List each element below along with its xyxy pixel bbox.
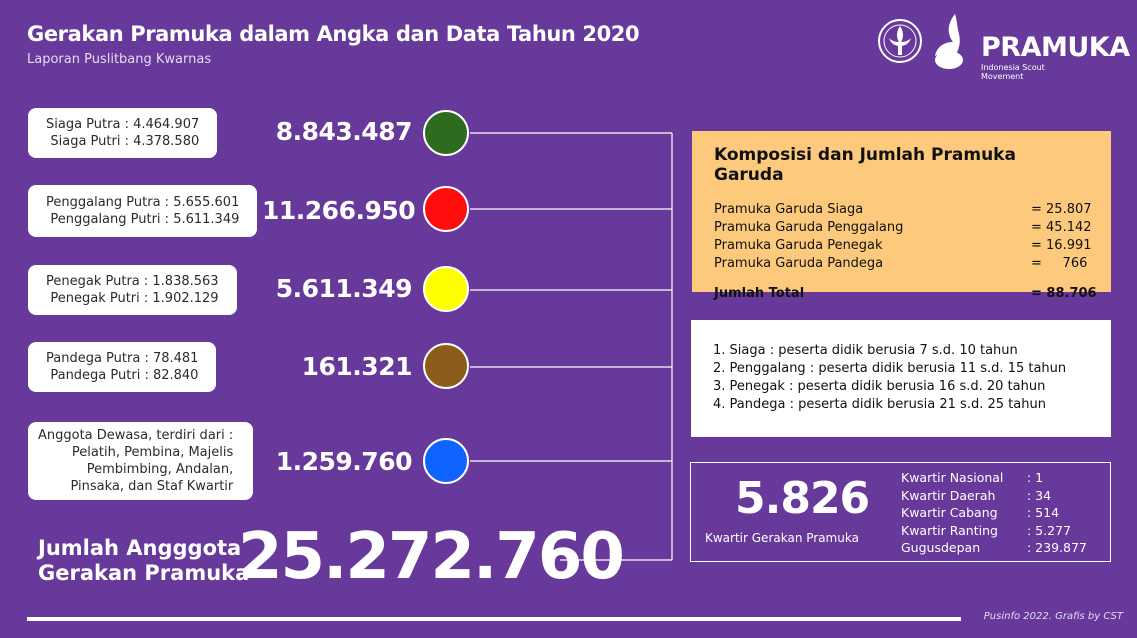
penegak-putri-text: Penegak Putri : 1.902.129 [50, 291, 219, 306]
pandega-box: Pandega Putra : 78.481 Pandega Putri : 8… [28, 342, 217, 392]
kwartir-number: 5.826 [735, 473, 870, 524]
dewasa-line-3: Pembimbing, Andalan, [86, 462, 234, 477]
garuda-title: Komposisi dan Jumlah Pramuka Garuda [714, 145, 1016, 185]
kwartir-row: Kwartir Cabang: 514 [901, 505, 1060, 521]
pandega-color-circle [423, 343, 469, 389]
tunas-kelapa-icon [935, 14, 963, 69]
kwartir-row: Kwartir Ranting: 5.277 [901, 522, 1071, 538]
dewasa-box: Anggota Dewasa, terdiri dari : Pelatih, … [28, 422, 254, 500]
pandega-putri-text: Pandega Putri : 82.840 [50, 368, 199, 383]
dewasa-line-1: Anggota Dewasa, terdiri dari : [38, 428, 234, 443]
garuda-row: Pramuka Garuda Pandega = 766 [714, 256, 1088, 271]
dewasa-total: 1.259.760 [275, 447, 413, 476]
footer-credit: Pusinfo 2022. Grafis by CST [983, 611, 1123, 622]
dewasa-line-2: Pelatih, Pembina, Majelis [71, 445, 234, 460]
penegak-color-circle [423, 266, 469, 312]
garuda-composition-box: Komposisi dan Jumlah Pramuka Garuda Pram… [692, 131, 1111, 301]
siaga-color-circle [423, 110, 469, 156]
penggalang-putra-text: Penggalang Putra : 5.655.601 [46, 195, 240, 210]
total-label-line-2: Gerakan Pramuka [38, 561, 250, 585]
penegak-total: 5.611.349 [275, 274, 413, 303]
footer-divider [27, 617, 961, 621]
page-title: Gerakan Pramuka dalam Angka dan Data Tah… [27, 22, 640, 46]
siaga-putri-text: Siaga Putri : 4.378.580 [50, 134, 200, 149]
pandega-putra-text: Pandega Putra : 78.481 [46, 351, 199, 366]
pramuka-wordmark: PRAMUKA [981, 32, 1130, 63]
definition-item: 2. Penggalang : peserta didik berusia 11… [713, 361, 1067, 376]
page-subtitle: Laporan Puslitbang Kwarnas [27, 52, 212, 67]
penggalang-color-circle [423, 186, 469, 232]
definition-item: 3. Penegak : peserta didik berusia 16 s.… [713, 379, 1046, 394]
total-label-line-1: Jumlah Angggota [38, 536, 242, 560]
penegak-putra-text: Penegak Putra : 1.838.563 [46, 274, 219, 289]
kwartir-row: Gugusdepan: 239.877 [901, 540, 1087, 556]
garuda-row: Pramuka Garuda Penegak = 16.991 [714, 238, 1092, 253]
pandega-total: 161.321 [301, 352, 413, 381]
dewasa-color-circle [423, 438, 469, 484]
kwartir-label: Kwartir Gerakan Pramuka [705, 531, 859, 545]
siaga-putra-text: Siaga Putra : 4.464.907 [46, 117, 200, 132]
siaga-total: 8.843.487 [275, 117, 413, 146]
siaga-box: Siaga Putra : 4.464.907 Siaga Putri : 4.… [28, 108, 218, 158]
scout-emblem-icon [878, 19, 922, 63]
dewasa-line-4: Pinsaka, dan Staf Kwartir [70, 479, 234, 494]
age-definitions-box: 1. Siaga : peserta didik berusia 7 s.d. … [691, 320, 1111, 437]
kwartir-box: 5.826 Kwartir Gerakan Pramuka Kwartir Na… [690, 462, 1111, 562]
kwartir-row: Kwartir Daerah: 34 [901, 487, 1052, 503]
garuda-row: Pramuka Garuda Siaga = 25.807 [714, 202, 1092, 217]
penegak-box: Penegak Putra : 1.838.563 Penegak Putri … [28, 265, 237, 315]
kwartir-row: Kwartir Nasional: 1 [901, 470, 1044, 485]
pramuka-logo: PRAMUKA Indonesia Scout Movement [877, 12, 1130, 81]
total-members-value: 25.272.760 [238, 520, 625, 594]
penggalang-total: 11.266.950 [262, 196, 416, 225]
definition-item: 4. Pandega : peserta didik berusia 21 s.… [713, 397, 1046, 412]
garuda-row: Pramuka Garuda Penggalang = 45.142 [714, 220, 1092, 235]
garuda-total-row: Jumlah Total = 88.706 [714, 286, 1097, 301]
penggalang-putri-text: Penggalang Putri : 5.611.349 [50, 212, 240, 227]
definition-item: 1. Siaga : peserta didik berusia 7 s.d. … [713, 343, 1018, 358]
penggalang-box: Penggalang Putra : 5.655.601 Penggalang … [28, 185, 258, 237]
pramuka-tagline: Indonesia Scout Movement [981, 63, 1045, 81]
kwartir-list: Kwartir Nasional: 1 Kwartir Daerah: 34 K… [901, 469, 1087, 557]
total-label: Jumlah Angggota Gerakan Pramuka [38, 536, 249, 586]
